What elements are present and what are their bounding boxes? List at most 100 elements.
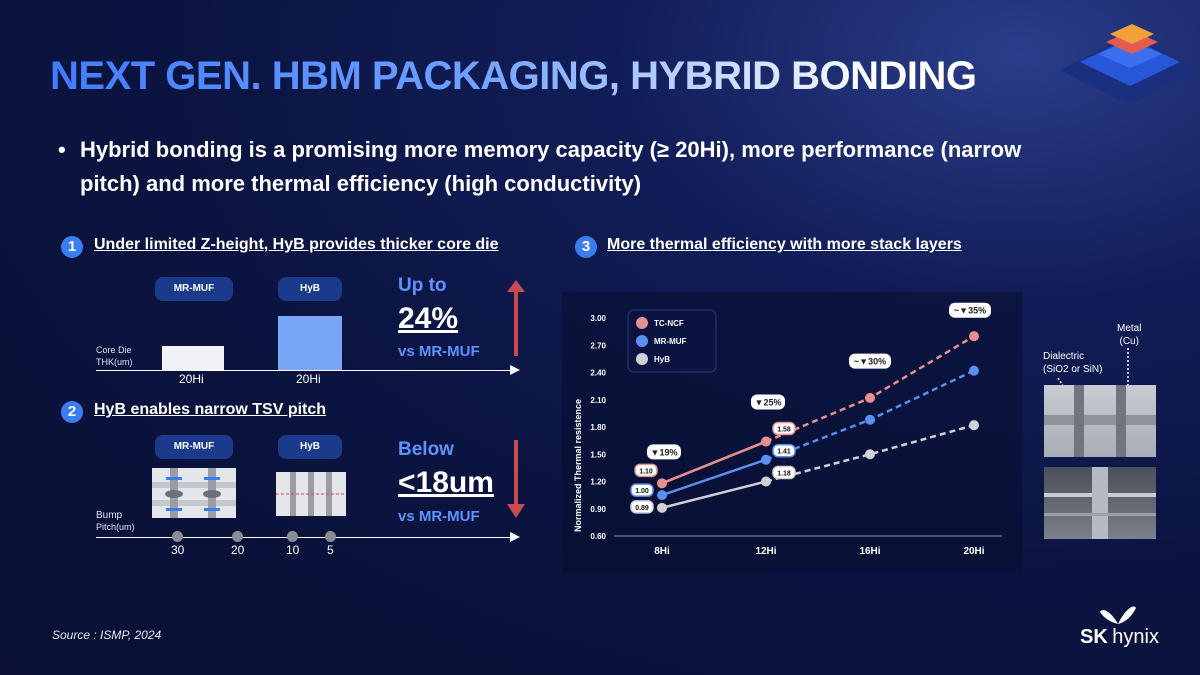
s1-up-to-label: Up to [398, 275, 447, 296]
s2-pitch-value: <18um [398, 466, 494, 499]
s2-below-label: Below [398, 439, 454, 460]
chart-y-tick-label: 3.00 [590, 314, 606, 323]
chart-x-tick-label: 12Hi [755, 546, 776, 557]
chart-value-label: 1.58 [777, 427, 791, 434]
chart-legend-label: TC-NCF [654, 319, 684, 328]
chart-reduction-callout: ~▼30% [854, 357, 886, 367]
s2-down-arrow-icon [507, 440, 525, 518]
chart-value-label-box [630, 483, 654, 497]
chart-x-tick-label: 20Hi [963, 546, 984, 557]
dielectric-annotation: Dialectric (SiO2 or SiN) [1043, 350, 1102, 376]
chart-value-label-box [634, 463, 658, 478]
chart-y-tick-label: 2.70 [590, 341, 606, 350]
sem-cross-section-image [1044, 467, 1156, 539]
chart-reduction-callout: ▼25% [755, 397, 782, 407]
hyb-bump-diagram [276, 472, 346, 516]
section-number-3: 3 [575, 236, 597, 258]
chart-x-tick-label: 16Hi [859, 546, 880, 557]
s2-tick-dot-30 [172, 531, 183, 542]
chart-data-point [969, 331, 979, 342]
chart-reduction-callout-box [647, 444, 681, 460]
chart-data-point [761, 454, 771, 465]
s1-pill-hyb: HyB [278, 277, 342, 301]
cross-section-diagram-image [1044, 385, 1156, 457]
metal-label: Metal [1117, 323, 1142, 334]
s1-bar-mr-muf [162, 345, 224, 370]
dielectric-label: Dialectric [1043, 351, 1085, 362]
s1-category-b: 20Hi [296, 372, 321, 386]
s1-axis-line [96, 370, 516, 371]
chart-data-point [865, 414, 875, 425]
chart-series-line-solid [661, 458, 767, 497]
chart-y-tick-label: 1.50 [590, 450, 606, 459]
logo-sk: SK [1080, 626, 1108, 648]
s1-axis-label-line1: Core Die [96, 345, 132, 355]
s2-pill-hyb: HyB [278, 435, 342, 459]
s2-tick-30: 30 [171, 543, 185, 557]
chart-data-point [657, 490, 667, 501]
s2-tick-dot-5 [325, 531, 336, 542]
chart-value-label-box [772, 443, 796, 458]
s2-tick-10: 10 [286, 543, 300, 557]
s2-axis-line [96, 537, 516, 538]
s1-category-a: 20Hi [179, 372, 204, 386]
chip-illustration [1060, 24, 1198, 105]
chart-data-point [761, 436, 771, 447]
chart-reduction-callout-box [751, 394, 785, 410]
metal-sub-label: (Cu) [1119, 336, 1139, 347]
chart-data-point [865, 392, 875, 403]
chart-value-label: 1.41 [777, 449, 791, 456]
chart-series-line-dashed [765, 423, 975, 483]
chart-reduction-callout: ▼19% [651, 447, 678, 457]
chart-legend-marker [636, 335, 648, 347]
mr-muf-bump-diagram [152, 468, 236, 518]
page-title: NEXT GEN. HBM PACKAGING, HYBRID BONDING [50, 54, 977, 98]
chart-reduction-callout: ~▼35% [954, 306, 986, 316]
section-number-1: 1 [61, 236, 83, 258]
chart-data-point [657, 502, 667, 513]
chart-data-point [969, 420, 979, 431]
s2-axis-label-line2: Pitch(um) [96, 522, 135, 532]
s2-tick-dot-20 [232, 531, 243, 542]
chart-reduction-callout-box [849, 353, 891, 369]
chart-data-point [865, 449, 875, 460]
s2-tick-dot-10 [287, 531, 298, 542]
chart-legend-marker [636, 353, 648, 365]
chart-legend-marker [636, 317, 648, 329]
chart-x-tick-label: 8Hi [654, 546, 670, 557]
s2-axis-label-line1: Bump [96, 510, 123, 521]
s1-axis-label-line2: THK(um) [96, 357, 133, 367]
s1-bar-hyb [278, 316, 342, 370]
chart-legend-label: MR-MUF [654, 337, 687, 346]
metal-annotation: Metal (Cu) [1117, 322, 1141, 348]
s2-axis-arrow-icon [510, 532, 520, 542]
chart-series-line-solid [661, 440, 767, 485]
chart-value-label: 0.89 [635, 505, 649, 512]
chart-value-label-box [772, 465, 796, 480]
chart-series-line-solid [661, 480, 767, 510]
chart-legend-box [627, 309, 717, 373]
s1-vs-label: vs MR-MUF [398, 343, 480, 360]
summary-bullet: • Hybrid bonding is a promising more mem… [58, 133, 1058, 201]
thermal-resistance-chart: 3.00 2.70 2.40 2.10 1.80 1.50 1.20 0.90 0.60 8Hi… [573, 302, 1002, 557]
chart-data-point [969, 365, 979, 376]
chart-data-point [657, 478, 667, 489]
chart-reduction-callout-box [949, 302, 991, 318]
section-title-3: More thermal efficiency with more stack … [607, 236, 962, 253]
section-title-2: HyB enables narrow TSV pitch [94, 401, 327, 418]
s1-percent-value: 24% [398, 302, 459, 335]
section-number-2: 2 [61, 401, 83, 423]
chart-y-tick-label: 0.60 [590, 532, 606, 541]
chart-y-tick-label: 1.80 [590, 423, 606, 432]
s1-pill-mr-muf: MR-MUF [155, 277, 233, 301]
chart-series-line-dashed [765, 335, 975, 443]
s2-pill-mr-muf: MR-MUF [155, 435, 233, 459]
bullet-text: Hybrid bonding is a promising more memor… [80, 137, 1022, 196]
source-note: Source : ISMP, 2024 [52, 628, 162, 642]
butterfly-logo-icon [1100, 606, 1136, 624]
chart-legend-label: HyB [654, 355, 670, 364]
s2-tick-5: 5 [327, 543, 334, 557]
dielectric-sub-label: (SiO2 or SiN) [1043, 364, 1103, 375]
chart-y-tick-label: 0.90 [590, 505, 606, 514]
bullet-dot: • [58, 137, 66, 162]
